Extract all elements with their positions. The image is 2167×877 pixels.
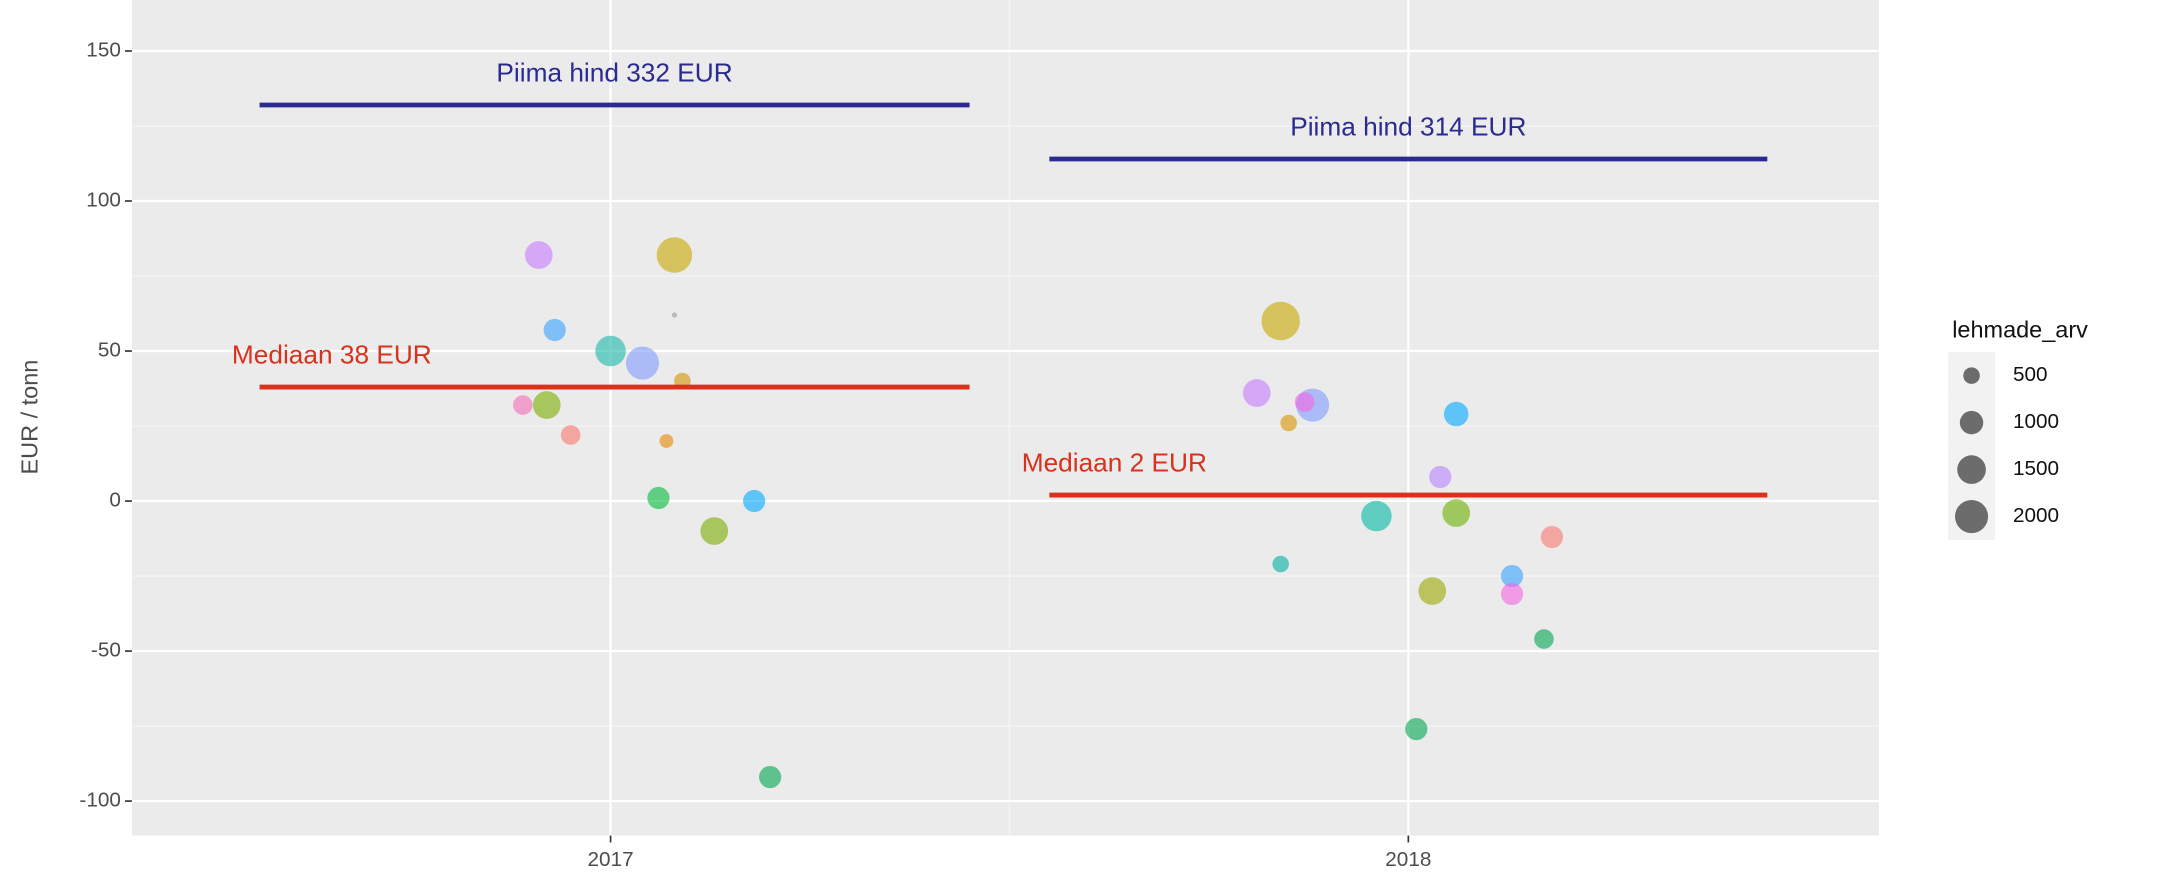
- bubble: [1540, 525, 1564, 549]
- bubble: [1261, 301, 1300, 341]
- bubble: [647, 486, 670, 510]
- reference-label: Piima hind 314 EUR: [1290, 112, 1526, 142]
- bubble: [524, 241, 553, 269]
- bubble: [532, 391, 561, 419]
- x-tick-label: 2017: [588, 848, 634, 871]
- y-axis-label: EUR / tonn: [16, 360, 42, 475]
- bubble: [1242, 379, 1271, 407]
- bubble: [543, 318, 566, 342]
- bubble: [671, 312, 678, 318]
- bubble: [513, 395, 533, 415]
- bubble: [1500, 582, 1524, 606]
- legend-bubble: [1959, 410, 1984, 435]
- y-tick-label: -50: [91, 639, 121, 662]
- reference-label: Mediaan 2 EUR: [1022, 448, 1207, 478]
- bubble: [659, 434, 674, 448]
- y-tick-label: 50: [98, 338, 121, 361]
- bubble: [1418, 577, 1447, 605]
- legend-bubble: [1954, 499, 1989, 534]
- bubble: [1500, 564, 1524, 588]
- legend-label: 1500: [2013, 457, 2059, 480]
- y-tick-label: 100: [86, 188, 121, 211]
- bubble: [1405, 717, 1428, 741]
- x-tick-label: 2018: [1385, 848, 1431, 871]
- bubble: [1443, 401, 1469, 427]
- legend-label: 1000: [2013, 410, 2059, 433]
- bubble: [1429, 465, 1452, 489]
- y-tick-label: 0: [109, 489, 121, 512]
- bubble: [1534, 629, 1554, 649]
- y-tick-label: -100: [79, 789, 120, 812]
- bubble: [1294, 392, 1315, 412]
- reference-label: Mediaan 38 EUR: [232, 340, 432, 370]
- bubble: [1280, 414, 1297, 432]
- bubble: [1361, 500, 1392, 532]
- legend-bubble: [1957, 455, 1986, 484]
- bubble: [700, 517, 729, 545]
- legend-label: 500: [2013, 363, 2048, 386]
- bubble: [560, 425, 581, 445]
- bubble: [656, 237, 693, 273]
- legend-title: lehmade_arv: [1952, 317, 2088, 343]
- bubble: [759, 765, 782, 789]
- legend-label: 2000: [2013, 504, 2059, 527]
- plot-panel: [131, 0, 1880, 836]
- bubble: [625, 346, 660, 380]
- y-tick-label: 150: [86, 38, 121, 61]
- bubble: [595, 335, 626, 367]
- bubble: [1272, 555, 1289, 573]
- legend-bubble: [1963, 367, 1980, 384]
- bubble: [1442, 499, 1471, 527]
- bubble: [743, 489, 766, 513]
- reference-label: Piima hind 332 EUR: [496, 58, 732, 88]
